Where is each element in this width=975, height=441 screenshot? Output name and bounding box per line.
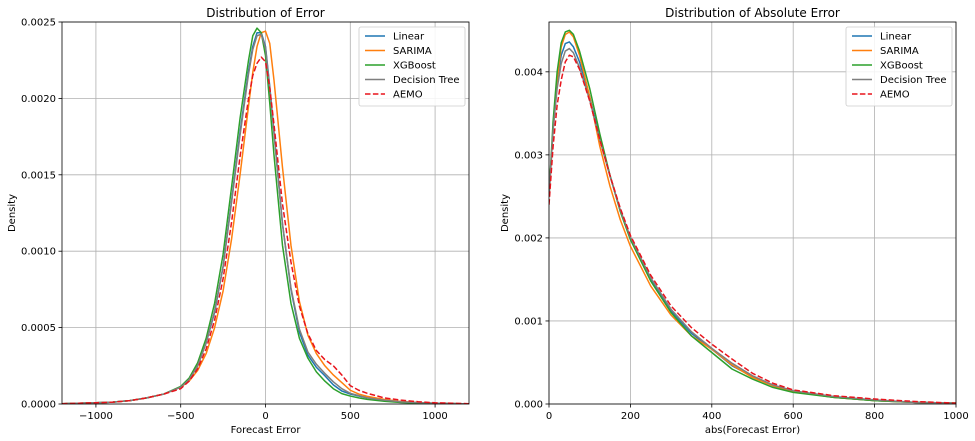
- legend-label: AEMO: [393, 90, 423, 101]
- series-line-decision-tree: [549, 47, 956, 404]
- x-tick-label: 0: [262, 411, 268, 422]
- series-line-aemo: [549, 54, 956, 404]
- chart-title: Distribution of Error: [206, 6, 325, 20]
- series-line-aemo: [62, 56, 469, 404]
- x-tick-label: 0: [546, 411, 552, 422]
- legend-label: SARIMA: [393, 46, 432, 57]
- y-tick-label: 0.0015: [21, 170, 56, 181]
- x-tick-label: −1000: [79, 411, 113, 422]
- absolute-error-distribution-chart: 0 200 400 600 800 1000 0.0000.0010.0020.0030.…: [500, 6, 969, 436]
- legend: Linear SARIMA XGBoost Decision Tree AEMO: [845, 26, 953, 107]
- y-tick-label: 0.0020: [21, 94, 56, 105]
- y-axis-label: Density: [500, 194, 511, 232]
- series-line-xgboost: [549, 29, 956, 404]
- legend-label: Linear: [393, 32, 425, 43]
- chart-title: Distribution of Absolute Error: [665, 6, 840, 20]
- series-line-sarima: [549, 31, 956, 404]
- x-tick-label: 200: [621, 411, 640, 422]
- x-ticks: −1000 −500 0 500 1000: [79, 404, 448, 422]
- series-lines: [549, 29, 956, 404]
- y-axis-label: Density: [7, 194, 18, 232]
- legend-label: Decision Tree: [880, 75, 947, 86]
- x-tick-label: 600: [784, 411, 803, 422]
- legend-label: XGBoost: [880, 61, 923, 72]
- x-ticks: 0 200 400 600 800 1000: [546, 404, 969, 422]
- y-tick-label: 0.000: [514, 400, 543, 411]
- y-tick-label: 0.0005: [21, 323, 56, 334]
- y-ticks: 0.000 0.001 0.002 0.003 0.004: [514, 67, 549, 411]
- y-tick-label: 0.0010: [21, 247, 56, 258]
- legend-label: XGBoost: [393, 61, 436, 72]
- y-tick-label: 0.0000: [21, 400, 56, 411]
- y-tick-label: 0.001: [514, 316, 543, 327]
- x-axis-label: abs(Forecast Error): [705, 425, 800, 436]
- legend-label: Linear: [880, 32, 912, 43]
- x-tick-label: −500: [167, 411, 194, 422]
- y-tick-label: 0.004: [514, 67, 543, 78]
- legend-label: SARIMA: [880, 46, 919, 57]
- y-ticks: 0.0000 0.0005 0.0010 0.0015 0.0020 0.0025: [21, 18, 62, 411]
- y-tick-label: 0.0025: [21, 18, 56, 29]
- x-tick-label: 500: [341, 411, 360, 422]
- x-tick-label: 1000: [943, 411, 968, 422]
- x-tick-label: 800: [865, 411, 884, 422]
- x-axis-label: Forecast Error: [231, 425, 302, 436]
- legend-box: [845, 26, 953, 107]
- series-line-decision-tree: [62, 33, 469, 404]
- x-tick-label: 1000: [422, 411, 447, 422]
- legend: Linear SARIMA XGBoost Decision Tree AEMO: [358, 26, 466, 107]
- x-tick-label: 400: [702, 411, 721, 422]
- legend-label: AEMO: [880, 90, 910, 101]
- series-lines: [62, 27, 469, 404]
- y-tick-label: 0.003: [514, 150, 543, 161]
- y-tick-label: 0.002: [514, 233, 543, 244]
- legend-label: Decision Tree: [393, 75, 460, 86]
- plot-frame: [548, 21, 957, 405]
- legend-box: [358, 26, 466, 107]
- error-distribution-chart: −1000 −500 0 500 1000 0.00000.00050.00100.00…: [7, 6, 470, 436]
